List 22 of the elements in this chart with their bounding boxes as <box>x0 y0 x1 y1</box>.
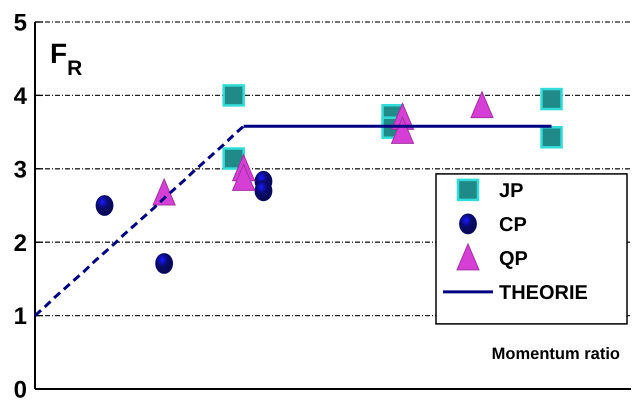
point <box>470 91 494 118</box>
point <box>152 178 176 206</box>
point <box>540 126 563 148</box>
y-tick-label: 3 <box>14 156 27 184</box>
point <box>155 253 174 274</box>
y-tick-label: 0 <box>14 376 27 403</box>
legend-label: THEORIE <box>499 282 588 304</box>
point <box>96 195 114 216</box>
point <box>232 164 256 191</box>
point <box>540 88 563 110</box>
point <box>254 180 272 202</box>
legend-label: QP <box>499 248 528 270</box>
legend-label: CP <box>499 214 527 236</box>
point <box>222 84 245 107</box>
y-axis-title: F$_{R}$ <box>50 38 82 80</box>
legend-label: JP <box>499 180 524 202</box>
y-tick-label: 4 <box>14 83 28 110</box>
y-tick-label: 1 <box>14 303 27 330</box>
point <box>391 116 414 144</box>
y-tick-label: 5 <box>14 10 27 37</box>
y-tick-label: 2 <box>14 230 27 257</box>
x-axis-title: Momentum ratio <box>492 345 620 363</box>
